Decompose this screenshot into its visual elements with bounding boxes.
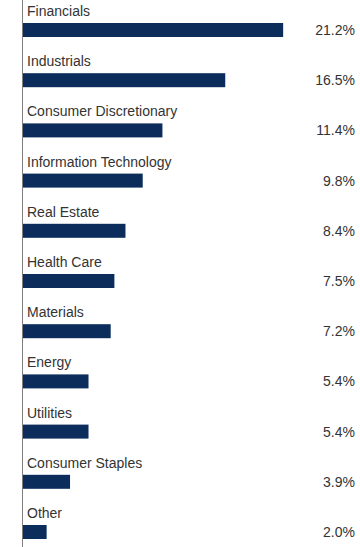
- category-label: Information Technology: [27, 154, 172, 170]
- labels: Financials 21.2% Industrials 16.5% Consumer …: [27, 3, 355, 540]
- category-label: Consumer Discretionary: [27, 103, 177, 119]
- axis-line: [22, 0, 23, 547]
- category-label: Other: [27, 505, 62, 521]
- category-label: Utilities: [27, 405, 72, 421]
- data-label: 21.2%: [315, 22, 355, 38]
- bar: [22, 73, 225, 87]
- category-label: Energy: [27, 354, 71, 370]
- category-label: Materials: [27, 304, 84, 320]
- bar: [22, 174, 143, 188]
- data-label: 3.9%: [323, 474, 355, 490]
- bar: [22, 425, 89, 439]
- bar: [22, 123, 162, 137]
- data-label: 7.2%: [323, 323, 355, 339]
- category-label: Health Care: [27, 254, 102, 270]
- chart-svg: Financials 21.2% Industrials 16.5% Consumer …: [0, 0, 360, 547]
- bar: [22, 475, 70, 489]
- bar: [22, 274, 114, 288]
- category-label: Real Estate: [27, 204, 100, 220]
- data-label: 7.5%: [323, 273, 355, 289]
- bar: [22, 525, 47, 539]
- data-label: 8.4%: [323, 223, 355, 239]
- data-label: 2.0%: [323, 524, 355, 540]
- category-label: Industrials: [27, 53, 91, 69]
- bar: [22, 374, 89, 388]
- data-label: 9.8%: [323, 173, 355, 189]
- bar: [22, 324, 111, 338]
- data-label: 16.5%: [315, 72, 355, 88]
- bar: [22, 224, 125, 238]
- data-label: 5.4%: [323, 373, 355, 389]
- bars: [22, 23, 283, 539]
- data-label: 5.4%: [323, 424, 355, 440]
- chart: Financials 21.2% Industrials 16.5% Consumer …: [0, 0, 360, 547]
- category-label: Financials: [27, 3, 90, 19]
- category-label: Consumer Staples: [27, 455, 142, 471]
- bar: [22, 23, 283, 37]
- data-label: 11.4%: [316, 122, 355, 138]
